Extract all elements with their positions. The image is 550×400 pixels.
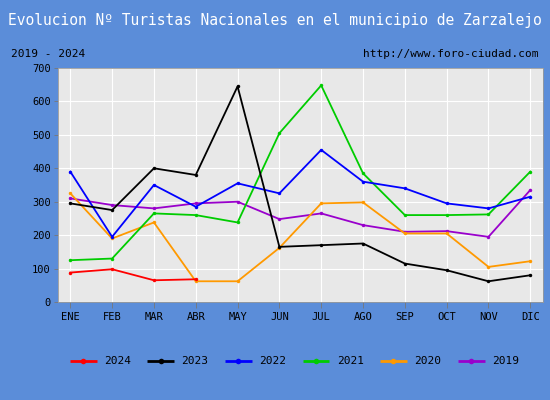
Text: 2023: 2023 [182,356,208,366]
Text: http://www.foro-ciudad.com: http://www.foro-ciudad.com [363,49,538,59]
Text: 2022: 2022 [259,356,286,366]
Text: 2021: 2021 [337,356,364,366]
Text: Evolucion Nº Turistas Nacionales en el municipio de Zarzalejo: Evolucion Nº Turistas Nacionales en el m… [8,14,542,28]
Text: 2019 - 2024: 2019 - 2024 [12,49,86,59]
Text: 2020: 2020 [414,356,441,366]
Text: 2024: 2024 [104,356,131,366]
Text: 2019: 2019 [492,356,519,366]
